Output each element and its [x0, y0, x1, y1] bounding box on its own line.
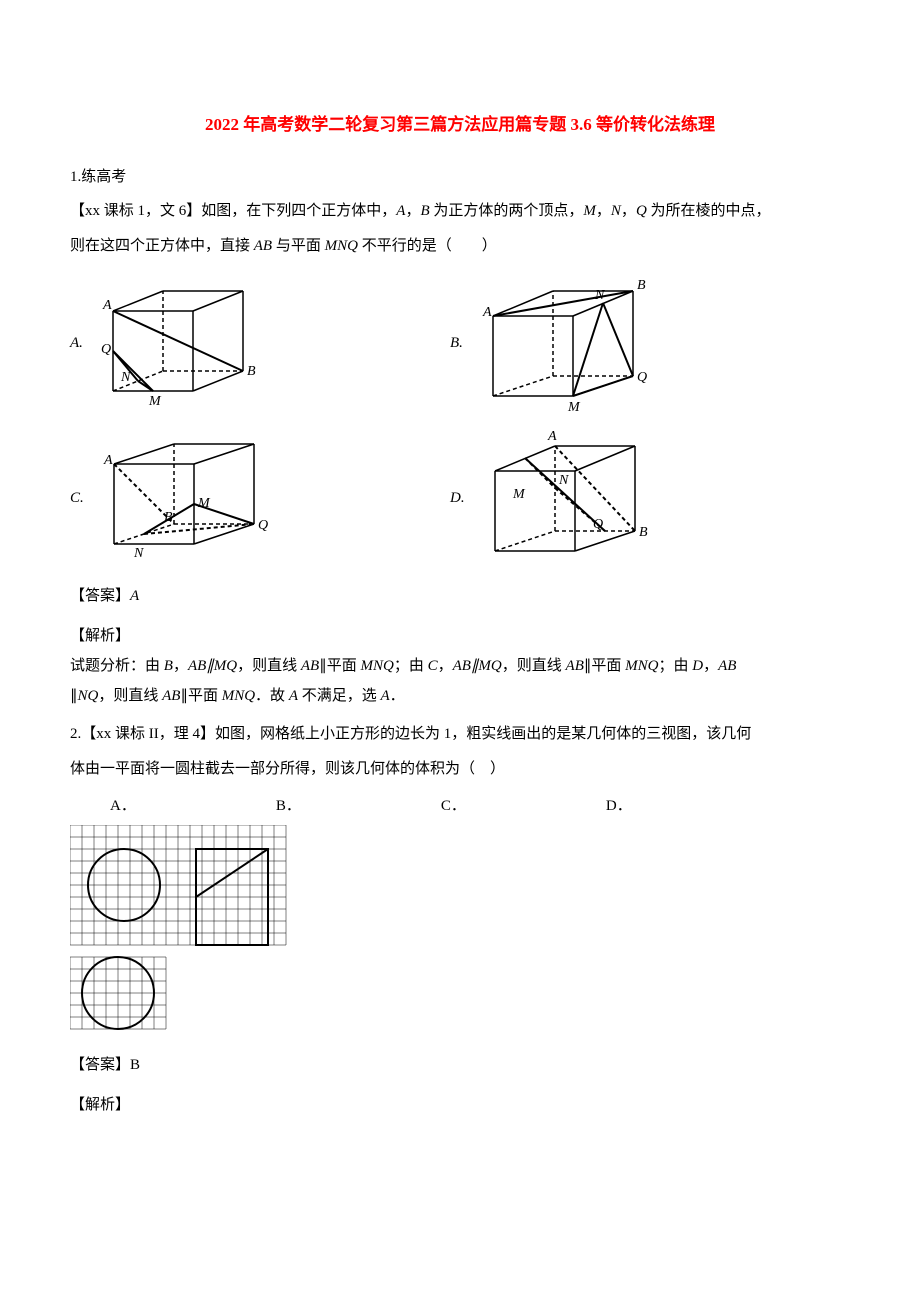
svg-text:N: N — [120, 370, 131, 385]
a-ab4: AB — [162, 688, 180, 704]
p1-answer-value: A — [130, 588, 139, 604]
a-pp1: ∥平面 — [319, 658, 360, 674]
cube-diagram-a: A Q N M B — [93, 271, 263, 416]
svg-text:M: M — [512, 487, 526, 502]
svg-text:B: B — [637, 278, 646, 293]
p1-analysis-text: 试题分析：由 B，AB∥MQ，则直线 AB∥平面 MNQ；由 C，AB∥MQ，则… — [70, 651, 850, 681]
p1-line2: 则在这四个正方体中，直接 — [70, 238, 254, 254]
a-sep1: ， — [173, 658, 188, 674]
a-A: A — [289, 688, 298, 704]
p1-answer-label: 【答案】 — [70, 588, 130, 604]
svg-text:A: A — [482, 305, 492, 320]
three-view-diagram — [70, 825, 302, 1035]
p1-analysis-label: 【解析】 — [70, 621, 850, 651]
a-pp2: ∥平面 — [584, 658, 625, 674]
a-D: D — [692, 658, 703, 674]
a-l2pre: ∥ — [70, 688, 78, 704]
svg-text:N: N — [133, 546, 144, 561]
option-c-label: C. — [70, 490, 84, 507]
svg-text:B: B — [164, 510, 173, 525]
a-ab1: AB — [301, 658, 319, 674]
problem2-text2: 体由一平面将一圆柱截去一部分所得，则该几何体的体积为（ ） — [70, 754, 850, 784]
option-row-2: C. A B M N Q D. — [70, 426, 850, 571]
p1-end1: 为所在棱的中点， — [651, 203, 771, 219]
problem1-text2: 则在这四个正方体中，直接 AB 与平面 MNQ 不平行的是（ ） — [70, 231, 850, 261]
p2-options: A． B． C． D． — [70, 794, 850, 815]
a1: 试题分析：由 — [70, 658, 164, 674]
problem2-text: 2.【xx 课标 II，理 4】如图，网格纸上小正方形的边长为 1，粗实线画出的… — [70, 719, 850, 749]
svg-text:Q: Q — [637, 370, 647, 385]
p1-B: B — [420, 203, 429, 219]
problem1-text: 【xx 课标 1，文 6】如图，在下列四个正方体中，A，B 为正方体的两个顶点，… — [70, 196, 850, 226]
svg-text:M: M — [148, 394, 162, 409]
option-b-label: B. — [450, 335, 463, 352]
a-sep2: ， — [438, 658, 453, 674]
a-C: C — [428, 658, 438, 674]
svg-text:Q: Q — [101, 342, 111, 357]
a-mnq3: MNQ — [222, 688, 255, 704]
svg-text:A: A — [547, 429, 557, 444]
p1-source: 【xx 课标 1，文 6】如图，在下列四个正方体中， — [70, 203, 396, 219]
cube-diagram-b: A B N M Q — [473, 271, 653, 416]
document-title: 2022 年高考数学二轮复习第三篇方法应用篇专题 3.6 等价转化法练理 — [70, 110, 850, 135]
option-row-1: A. A Q N M B B. — [70, 271, 850, 416]
a-abmq1: AB∥MQ — [188, 658, 237, 674]
a-abmq2: AB∥MQ — [453, 658, 502, 674]
a-end: 不满足，选 — [298, 688, 381, 704]
a-B: B — [164, 658, 173, 674]
a-then1: ，则直线 — [237, 658, 301, 674]
svg-text:A: A — [102, 298, 112, 313]
p2-opt-a: A． — [110, 794, 136, 815]
p1-M: M — [583, 203, 596, 219]
svg-text:B: B — [639, 525, 648, 540]
p1-answer: 【答案】A — [70, 581, 850, 611]
p1-line2end: 不平行的是（ ） — [358, 238, 497, 254]
a-nq: NQ — [78, 688, 99, 704]
p1-AB: AB — [254, 238, 272, 254]
p2-opt-b: B． — [276, 794, 301, 815]
p2-answer: 【答案】B — [70, 1050, 850, 1080]
cube-diagram-c: A B M N Q — [94, 429, 269, 569]
a-mnq1: MNQ — [360, 658, 393, 674]
a-then3: ，则直线 — [98, 688, 162, 704]
a-ab2: AB — [566, 658, 584, 674]
cube-diagram-d: A B M N Q — [475, 426, 650, 571]
p1-analysis-text2: ∥NQ，则直线 AB∥平面 MNQ．故 A 不满足，选 A． — [70, 681, 850, 711]
a-sc1: ；由 — [394, 658, 428, 674]
p1-MNQ: MNQ — [325, 238, 358, 254]
option-a-label: A. — [70, 335, 83, 352]
p2-opt-c: C． — [441, 794, 466, 815]
p1-N: N — [611, 203, 621, 219]
p2-opt-d: D． — [606, 794, 632, 815]
a-A2: A — [381, 688, 390, 704]
p1-A: A — [396, 203, 405, 219]
a-final: ． — [390, 688, 405, 704]
p1-rest1: 为正方体的两个顶点， — [433, 203, 583, 219]
p2-analysis: 【解析】 — [70, 1090, 850, 1120]
svg-text:B: B — [247, 364, 256, 379]
a-pp3: ∥平面 — [180, 688, 221, 704]
svg-text:M: M — [567, 400, 581, 415]
a-conc: ．故 — [255, 688, 289, 704]
svg-text:M: M — [197, 496, 211, 511]
p1-Q: Q — [636, 203, 647, 219]
a-sep3: ， — [703, 658, 718, 674]
a-mnq2: MNQ — [625, 658, 658, 674]
a-sc2: ；由 — [658, 658, 692, 674]
svg-text:A: A — [103, 453, 113, 468]
section-heading: 1.练高考 — [70, 165, 850, 186]
svg-text:Q: Q — [593, 517, 603, 532]
a-then2: ，则直线 — [502, 658, 566, 674]
svg-text:N: N — [594, 288, 605, 303]
a-ab3: AB — [718, 658, 736, 674]
option-d-label: D. — [450, 490, 465, 507]
svg-text:Q: Q — [258, 518, 268, 533]
svg-text:N: N — [558, 473, 569, 488]
